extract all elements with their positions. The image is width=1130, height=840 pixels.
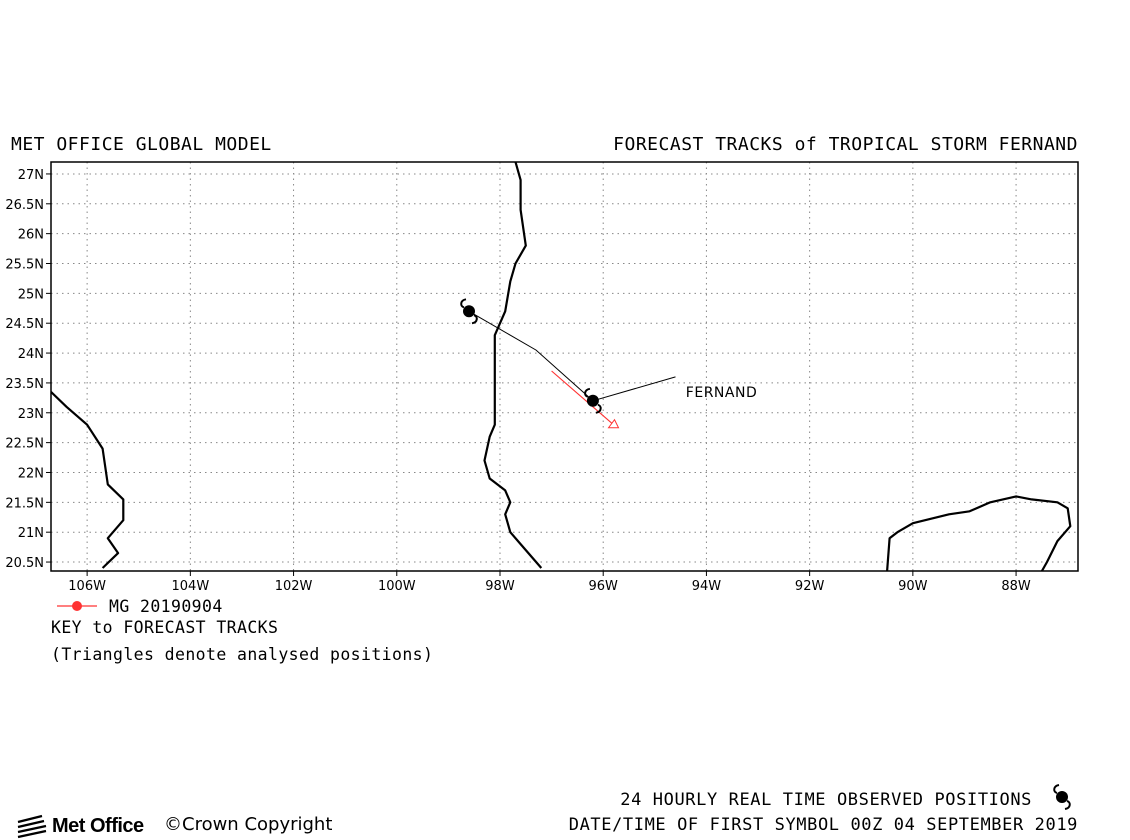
- copyright-text: ©Crown Copyright: [164, 814, 333, 835]
- key-marker: [57, 601, 97, 611]
- storm-name-label: FERNAND: [686, 385, 757, 401]
- forecast-track-line: [551, 370, 614, 426]
- lat-tick-label: 26.5N: [5, 198, 44, 213]
- map-frame: [50, 161, 1079, 572]
- coastline: [886, 495, 1072, 571]
- lat-tick-label: 22.5N: [5, 437, 44, 452]
- latitude-labels: 20.5N 21N 21.5N 22N 22.5N 23N 23.5N 24N 24.5N 25N…: [5, 168, 44, 571]
- key-note: (Triangles denote analysed positions): [51, 645, 434, 664]
- key-title: KEY to FORECAST TRACKS: [51, 618, 279, 637]
- logo-text: Met Office: [52, 814, 144, 837]
- lat-tick-label: 25.5N: [5, 258, 44, 273]
- observed-position-symbol-icon: [460, 298, 478, 325]
- lat-tick-label: 21.5N: [5, 496, 44, 511]
- forecast-title: FORECAST TRACKS of TROPICAL STORM FERNAN…: [613, 134, 1078, 155]
- observed-track-line: [468, 310, 594, 402]
- observed-position-symbol-icon: [584, 387, 602, 414]
- observed-positions-label: 24 HOURLY REAL TIME OBSERVED POSITIONS: [620, 790, 1032, 810]
- lat-tick-label: 24N: [18, 347, 44, 362]
- lon-tick-label: 92W: [795, 579, 825, 594]
- lat-tick-label: 23.5N: [5, 377, 44, 392]
- lat-tick-label: 26N: [18, 228, 44, 243]
- storm-label-leader: [592, 376, 676, 402]
- lon-tick-label: 106W: [68, 579, 106, 594]
- lat-tick-label: 21N: [18, 526, 44, 541]
- lon-tick-label: 96W: [589, 579, 619, 594]
- lat-tick-label: 24.5N: [5, 317, 44, 332]
- lon-tick-label: 100W: [378, 579, 416, 594]
- analysed-position-triangle: [607, 418, 620, 429]
- met-office-logo-icon: [17, 814, 47, 839]
- lat-tick-label: 22N: [18, 466, 44, 481]
- tracks: [460, 298, 676, 429]
- lon-tick-label: 88W: [1001, 579, 1031, 594]
- lon-tick-label: 98W: [485, 579, 515, 594]
- lon-tick-label: 104W: [172, 579, 210, 594]
- lat-tick-label: 20.5N: [5, 556, 44, 571]
- observed-positions-symbol-icon: [1053, 784, 1071, 810]
- lon-tick-label: 94W: [692, 579, 722, 594]
- coastline: [483, 162, 543, 569]
- lon-tick-label: 102W: [275, 579, 313, 594]
- lat-tick-label: 25N: [18, 287, 44, 302]
- lat-tick-label: 27N: [18, 168, 44, 183]
- lat-tick-label: 23N: [18, 407, 44, 422]
- coastline: [51, 391, 125, 569]
- longitude-labels: 106W 104W 102W 100W 98W 96W 94W 92W 90W 88W: [68, 579, 1031, 594]
- model-title: MET OFFICE GLOBAL MODEL: [11, 134, 272, 155]
- met-office-logo: Met Office: [48, 814, 144, 838]
- lon-tick-label: 90W: [898, 579, 928, 594]
- coastlines: [51, 162, 1072, 571]
- graticule: [46, 162, 1078, 576]
- date-time-label: DATE/TIME OF FIRST SYMBOL 00Z 04 SEPTEMB…: [568, 815, 1078, 835]
- key-entry-label: MG 20190904: [109, 597, 223, 616]
